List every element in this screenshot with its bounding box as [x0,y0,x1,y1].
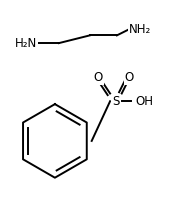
Text: H₂N: H₂N [15,37,37,50]
Text: O: O [94,71,103,84]
Text: O: O [125,71,134,84]
Text: S: S [112,95,120,108]
Text: NH₂: NH₂ [129,23,151,36]
Text: OH: OH [135,95,153,108]
